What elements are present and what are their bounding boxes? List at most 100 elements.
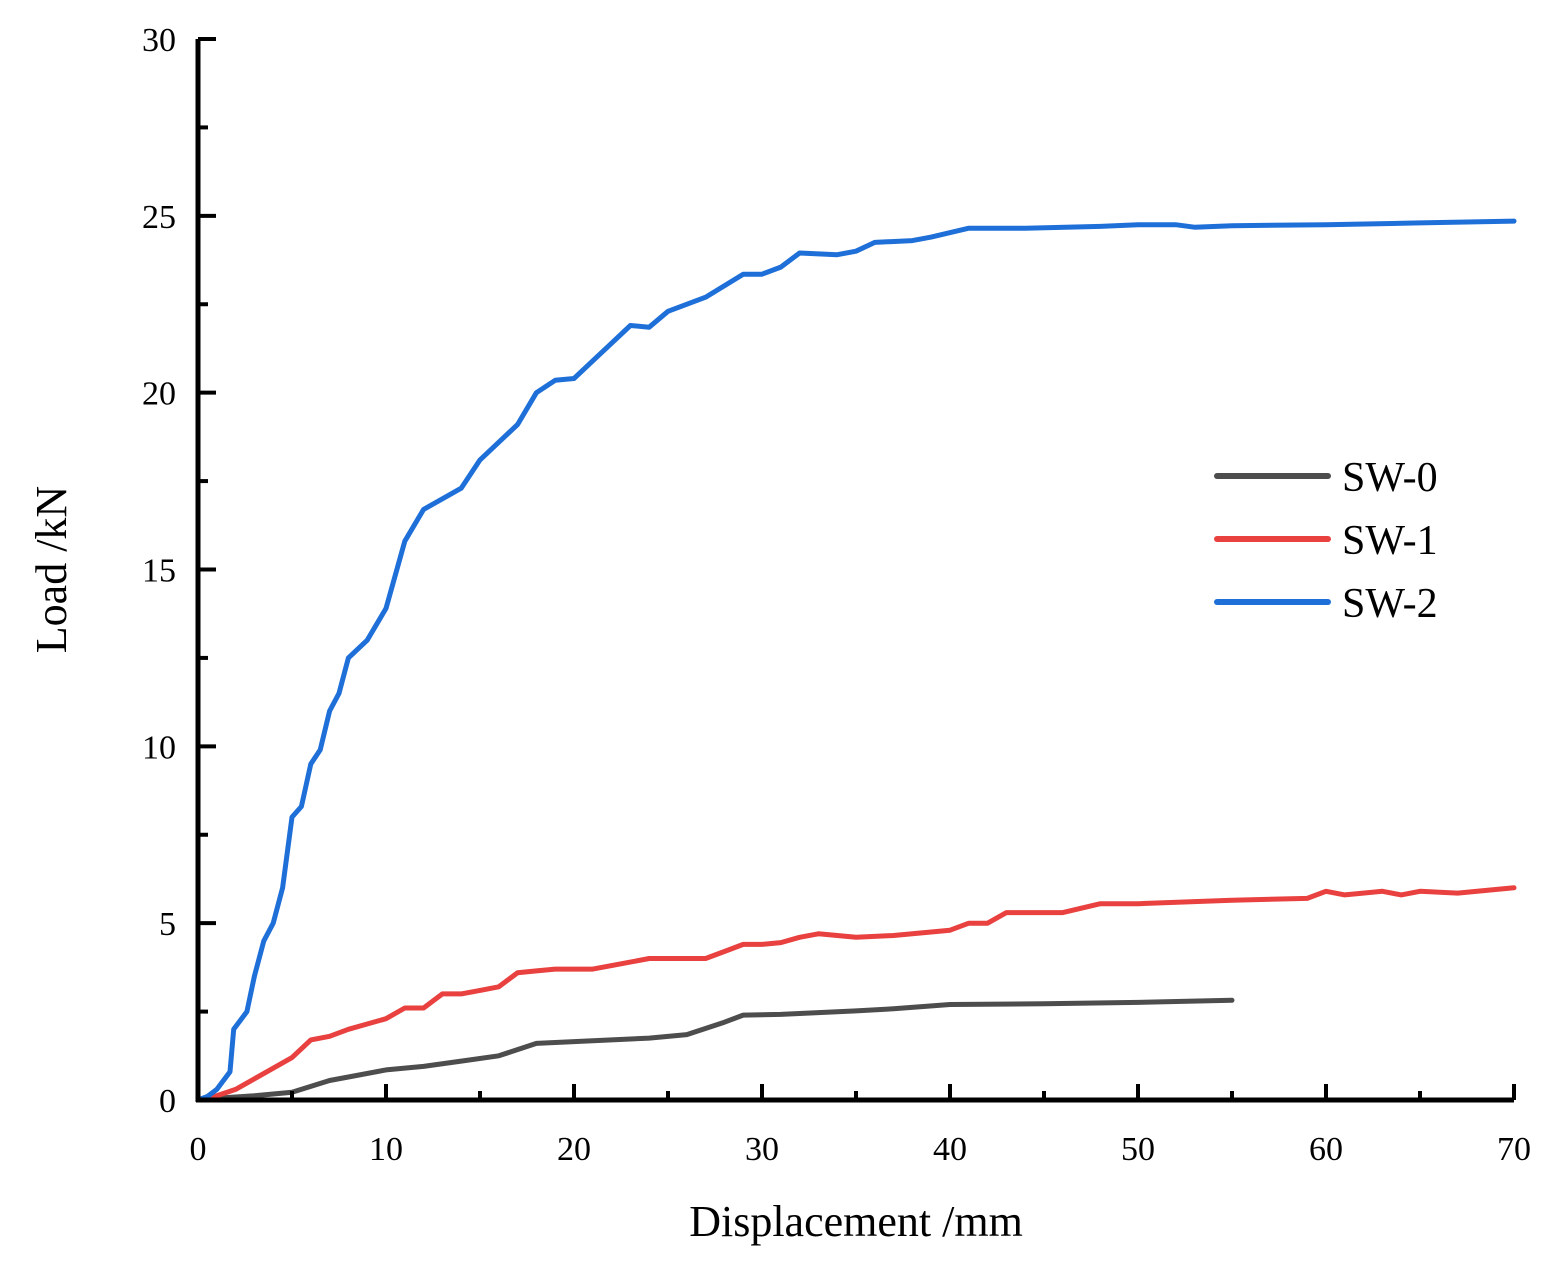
data-point-sw-0 (854, 1009, 858, 1013)
data-point-sw-1 (403, 1006, 406, 1010)
series-line-sw-2 (195, 218, 1517, 1103)
data-point-sw-2 (1324, 223, 1328, 226)
data-point-sw-2 (1512, 219, 1516, 223)
data-point-sw-2 (779, 265, 782, 269)
y-tick-label: 15 (142, 553, 176, 590)
data-point-sw-1 (1061, 911, 1065, 914)
data-point-sw-2 (384, 607, 388, 610)
data-point-sw-2 (290, 815, 294, 819)
data-point-sw-2 (206, 1095, 209, 1098)
data-point-sw-0 (948, 1003, 952, 1006)
data-point-sw-1 (986, 921, 989, 925)
data-point-sw-1 (535, 969, 538, 973)
data-point-sw-2 (441, 497, 444, 500)
data-point-sw-0 (347, 1075, 350, 1079)
data-point-sw-1 (610, 964, 613, 967)
data-point-sw-0 (535, 1042, 538, 1045)
data-point-sw-1 (497, 985, 500, 989)
data-point-sw-1 (854, 936, 858, 939)
data-point-sw-0 (572, 1040, 576, 1043)
data-point-sw-1 (779, 941, 782, 944)
y-tick-label: 0 (159, 1083, 176, 1120)
data-point-sw-0 (497, 1054, 500, 1057)
data-point-sw-0 (648, 1036, 651, 1040)
data-point-sw-2 (516, 423, 519, 426)
data-point-sw-0 (779, 1013, 782, 1016)
data-point-sw-2 (554, 379, 557, 382)
data-point-sw-2 (497, 440, 500, 444)
plot-lines (195, 218, 1517, 1103)
data-point-sw-0 (328, 1079, 331, 1082)
data-point-sw-2 (347, 656, 350, 660)
data-point-sw-2 (478, 458, 482, 462)
data-point-sw-2 (704, 295, 707, 299)
x-tick-label: 50 (1121, 1131, 1155, 1168)
data-point-sw-1 (253, 1077, 256, 1080)
data-point-sw-2 (1193, 225, 1196, 229)
data-point-sw-1 (817, 932, 820, 935)
data-point-sw-2 (911, 239, 914, 242)
data-point-sw-2 (253, 975, 256, 978)
y-tick-label: 10 (142, 729, 176, 766)
data-point-sw-1 (591, 967, 594, 971)
series-line-sw-1 (195, 885, 1517, 1103)
data-point-sw-2 (309, 762, 312, 766)
data-point-sw-0 (742, 1013, 745, 1017)
data-point-sw-1 (478, 989, 482, 992)
x-tick-label: 10 (369, 1131, 403, 1168)
data-point-sw-2 (854, 250, 858, 253)
data-point-sw-2 (1136, 223, 1140, 226)
data-point-sw-1 (460, 992, 463, 996)
data-point-sw-0 (1042, 1002, 1046, 1006)
data-point-sw-1 (742, 943, 745, 946)
y-tick-label: 30 (142, 22, 176, 59)
data-point-sw-2 (281, 886, 284, 889)
data-point-sw-2 (215, 1088, 218, 1091)
data-point-sw-2 (232, 1028, 235, 1031)
data-point-sw-1 (1381, 890, 1384, 893)
data-point-sw-2 (572, 377, 576, 380)
data-point-sw-2 (648, 326, 651, 329)
data-point-sw-2 (228, 1070, 232, 1073)
data-point-sw-2 (535, 391, 538, 394)
data-point-sw-1 (1324, 890, 1328, 893)
data-point-sw-1 (309, 1038, 312, 1042)
data-point-sw-0 (685, 1033, 688, 1036)
data-point-sw-1 (384, 1017, 388, 1020)
data-point-sw-1 (422, 1006, 425, 1010)
data-point-sw-1 (328, 1035, 331, 1038)
data-point-sw-2 (666, 310, 670, 313)
data-point-sw-1 (760, 943, 764, 946)
data-point-sw-1 (1512, 886, 1516, 889)
data-point-sw-1 (967, 921, 970, 925)
data-point-sw-1 (554, 967, 557, 971)
axes (195, 39, 1514, 1103)
x-tick-label: 0 (190, 1131, 207, 1168)
x-tick-label: 70 (1497, 1131, 1531, 1168)
data-point-sw-2 (1023, 227, 1027, 230)
data-point-sw-2 (610, 341, 613, 345)
data-point-sw-2 (272, 921, 275, 925)
data-point-sw-2 (742, 272, 745, 276)
x-tick-label: 20 (557, 1131, 591, 1168)
data-point-sw-0 (610, 1038, 613, 1042)
y-tick-label: 20 (142, 376, 176, 413)
data-point-sw-1 (1400, 893, 1403, 897)
data-point-sw-0 (892, 1007, 895, 1010)
data-point-sw-0 (1230, 999, 1234, 1002)
data-point-sw-2 (873, 241, 876, 244)
data-point-sw-1 (1418, 890, 1422, 893)
legend-label-sw-1: SW-1 (1342, 518, 1438, 564)
y-tick-label: 5 (159, 906, 176, 943)
data-point-sw-1 (366, 1022, 369, 1026)
data-point-sw-1 (1456, 891, 1459, 895)
data-point-sw-1 (1099, 902, 1102, 905)
data-point-sw-1 (290, 1056, 294, 1059)
data-point-sw-1 (1005, 911, 1008, 914)
data-point-sw-1 (723, 950, 726, 953)
data-point-sw-1 (1343, 893, 1347, 897)
data-point-sw-2 (930, 235, 933, 239)
data-point-sw-1 (347, 1028, 350, 1031)
x-tick-label: 30 (745, 1131, 779, 1168)
